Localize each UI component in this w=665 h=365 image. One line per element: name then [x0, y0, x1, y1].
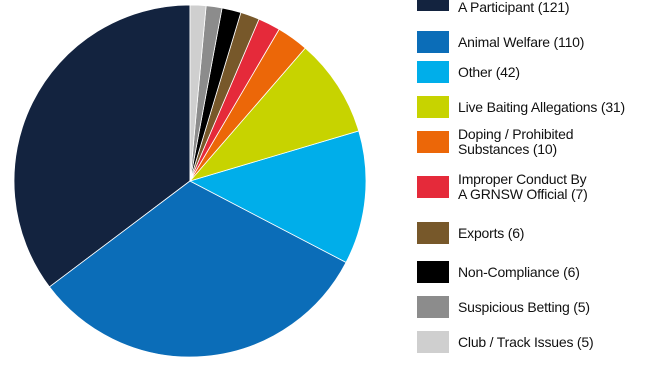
- legend-swatch: [417, 222, 449, 244]
- legend-label: Exports (6): [458, 224, 525, 241]
- legend-item: Suspicious Betting (5): [417, 296, 663, 318]
- legend-item: Improper Conduct By A GRNSW Official (7): [417, 172, 663, 202]
- legend-swatch: [417, 0, 449, 11]
- legend-label: Improper Conduct By A GRNSW Official (7): [458, 171, 588, 202]
- legend-swatch: [417, 131, 449, 153]
- legend-item: Improper Conduct By A Participant (121): [417, 0, 663, 15]
- legend-swatch: [417, 261, 449, 283]
- pie-slice-3: [188, 47, 360, 182]
- legend-swatch: [417, 176, 449, 198]
- legend-label: Club / Track Issues (5): [458, 333, 594, 350]
- pie-slice-1: [48, 180, 347, 358]
- legend-swatch: [417, 331, 449, 353]
- legend-item: Other (42): [417, 61, 663, 83]
- legend-item: Non-Compliance (6): [417, 261, 663, 283]
- legend-label: Live Baiting Allegations (31): [458, 98, 625, 115]
- legend-label: Animal Welfare (110): [458, 33, 585, 50]
- legend-label: Non-Compliance (6): [458, 263, 580, 280]
- pie-chart: [13, 4, 367, 358]
- pie-slice-0: [13, 4, 191, 288]
- legend-item: Animal Welfare (110): [417, 31, 663, 53]
- pie-slice-2: [188, 130, 367, 263]
- legend-item: Exports (6): [417, 222, 663, 244]
- legend-swatch: [417, 31, 449, 53]
- legend-swatch: [417, 61, 449, 83]
- legend-label: Doping / Prohibited Substances (10): [458, 126, 574, 157]
- pie-slice-9: [189, 4, 207, 182]
- legend-label: Improper Conduct By A Participant (121): [458, 0, 570, 15]
- legend-item: Doping / Prohibited Substances (10): [417, 127, 663, 157]
- legend-swatch: [417, 296, 449, 318]
- legend-swatch: [417, 96, 449, 118]
- legend-item: Club / Track Issues (5): [417, 331, 663, 353]
- legend-item: Live Baiting Allegations (31): [417, 96, 663, 118]
- legend-label: Other (42): [458, 63, 520, 80]
- legend-label: Suspicious Betting (5): [458, 298, 590, 315]
